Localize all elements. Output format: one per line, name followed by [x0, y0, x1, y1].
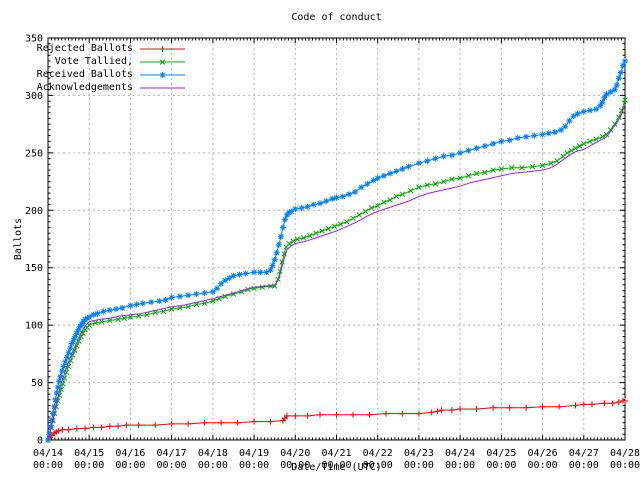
x-tick-label-date: 04/27 [569, 448, 599, 459]
gridlines [48, 38, 625, 440]
y-tick-label: 0 [37, 436, 43, 447]
legend-label-acknowledgements: Acknowledgements [36, 82, 133, 93]
x-axis-title: Date/Time (UTC) [291, 462, 382, 473]
legend-line-with-marker [140, 58, 185, 65]
legend-row-rejected-ballots: Rejected Ballots [36, 42, 186, 55]
legend-label-received-ballots: Received Ballots [36, 69, 133, 80]
legend-row-received-ballots: Received Ballots [36, 68, 186, 81]
x-tick-label-date: 04/25 [486, 448, 516, 459]
y-tick-label: 50 [31, 378, 43, 389]
y-tick-label: 350 [25, 34, 43, 45]
x-tick-label-time: 00:00 [528, 460, 558, 471]
legend-line-sample-rejected [140, 45, 185, 52]
legend: Rejected Ballots Vote Tallied, Received … [36, 42, 186, 94]
x-tick-label-time: 00:00 [445, 460, 475, 471]
y-tick-label: 200 [25, 206, 43, 217]
x-tick-label-time: 00:00 [321, 460, 351, 471]
x-tick-label-date: 04/24 [445, 448, 475, 459]
x-tick-label-date: 04/21 [321, 448, 351, 459]
x-tick-label-time: 00:00 [610, 460, 640, 471]
x-tick-label-time: 00:00 [569, 460, 599, 471]
legend-line-with-marker [140, 45, 185, 52]
x-tick-label-date: 04/16 [115, 448, 145, 459]
y-tick-label: 300 [25, 91, 43, 102]
y-tick-label: 150 [25, 263, 43, 274]
x-tick-label-time: 00:00 [115, 460, 145, 471]
legend-line-sample-tallied [140, 58, 185, 65]
legend-line-sample-acknowledgements [140, 87, 185, 88]
x-tick-label-date: 04/19 [239, 448, 269, 459]
x-tick-label-date: 04/20 [280, 448, 310, 459]
legend-line-sample-received [140, 71, 185, 78]
legend-label-vote-tallied: Vote Tallied, [54, 56, 133, 67]
x-tick-label-time: 00:00 [363, 460, 393, 471]
series-line [47, 60, 626, 441]
x-tick-label-time: 00:00 [33, 460, 63, 471]
x-tick-label-date: 04/23 [404, 448, 434, 459]
legend-row-vote-tallied: Vote Tallied, [36, 55, 186, 68]
x-tick-label-date: 04/18 [198, 448, 228, 459]
x-tick-label-time: 00:00 [74, 460, 104, 471]
x-tick-label-time: 00:00 [280, 460, 310, 471]
legend-row-acknowledgements: Acknowledgements [36, 81, 186, 94]
x-tick-label-date: 04/15 [74, 448, 104, 459]
x-tick-label-time: 00:00 [239, 460, 269, 471]
chart-title: Code of conduct [291, 12, 382, 23]
legend-line-with-marker [140, 71, 185, 78]
x-tick-label-date: 04/22 [363, 448, 393, 459]
legend-label-rejected-ballots: Rejected Ballots [36, 43, 133, 54]
series-line [47, 104, 626, 441]
x-tick-label-date: 04/28 [610, 448, 640, 459]
x-tick-label-date: 04/17 [157, 448, 187, 459]
y-tick-label: 100 [25, 321, 43, 332]
y-tick-label: 250 [25, 148, 43, 159]
x-tick-label-date: 04/26 [528, 448, 558, 459]
series-markers [45, 58, 628, 443]
x-tick-label-date: 04/14 [33, 448, 63, 459]
x-tick-label-time: 00:00 [486, 460, 516, 471]
x-tick-label-time: 00:00 [404, 460, 434, 471]
x-tick-label-time: 00:00 [198, 460, 228, 471]
x-tick-label-time: 00:00 [157, 460, 187, 471]
